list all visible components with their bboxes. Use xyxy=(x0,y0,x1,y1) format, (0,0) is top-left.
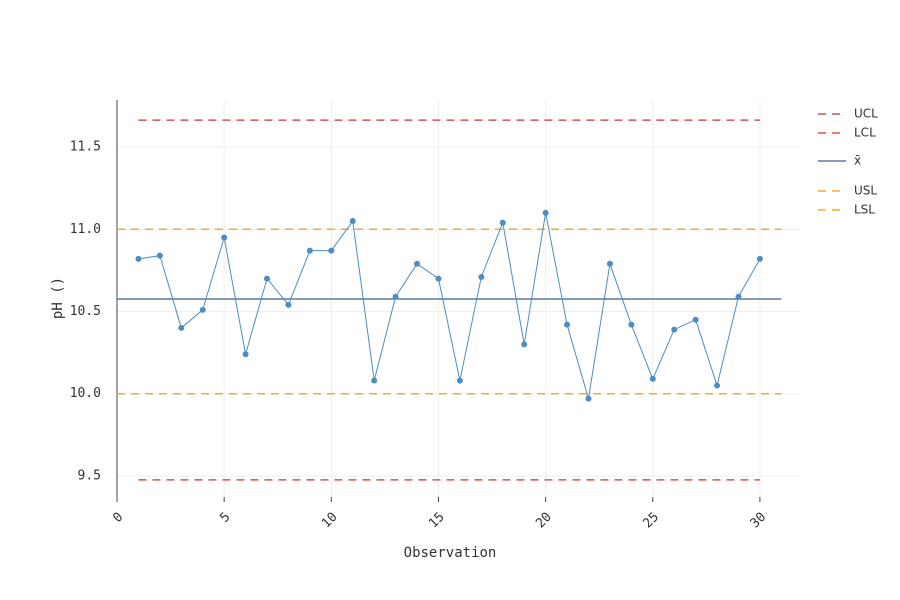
data-point xyxy=(199,306,206,313)
data-point xyxy=(306,247,313,254)
data-point xyxy=(756,255,763,262)
data-point xyxy=(735,293,742,300)
data-point xyxy=(285,301,292,308)
data-point xyxy=(414,260,421,267)
y-axis-title: pH () xyxy=(50,277,66,319)
data-point xyxy=(692,316,699,323)
data-point xyxy=(521,341,528,348)
data-point xyxy=(628,321,635,328)
y-tick-label: 11.0 xyxy=(70,222,101,237)
data-point xyxy=(671,326,678,333)
data-point xyxy=(242,351,249,358)
y-tick-label: 11.5 xyxy=(70,140,101,155)
y-tick-label: 9.5 xyxy=(78,468,101,483)
x-axis-title: Observation xyxy=(404,545,497,561)
legend-label: UCL xyxy=(854,107,878,121)
data-point xyxy=(478,273,485,280)
data-point xyxy=(135,255,142,262)
data-point xyxy=(435,275,442,282)
data-line xyxy=(138,212,761,399)
data-point xyxy=(649,375,656,382)
data-point xyxy=(456,377,463,384)
data-point xyxy=(542,209,549,216)
data-point xyxy=(371,377,378,384)
y-tick-label: 10.0 xyxy=(70,386,101,401)
legend-label: x̄ xyxy=(854,154,861,168)
legend-label: LCL xyxy=(854,126,876,140)
data-point xyxy=(156,252,163,259)
data-point xyxy=(349,218,356,225)
data-point xyxy=(264,275,271,282)
data-point xyxy=(564,321,571,328)
data-point xyxy=(714,382,721,389)
legend-label: USL xyxy=(854,184,877,198)
data-point xyxy=(606,260,613,267)
data-point xyxy=(328,247,335,254)
data-point xyxy=(221,234,228,241)
data-point xyxy=(499,219,506,226)
y-tick-label: 10.5 xyxy=(70,304,101,319)
data-point xyxy=(392,293,399,300)
legend-label: LSL xyxy=(854,203,875,217)
data-point xyxy=(178,324,185,331)
data-point xyxy=(585,395,592,402)
